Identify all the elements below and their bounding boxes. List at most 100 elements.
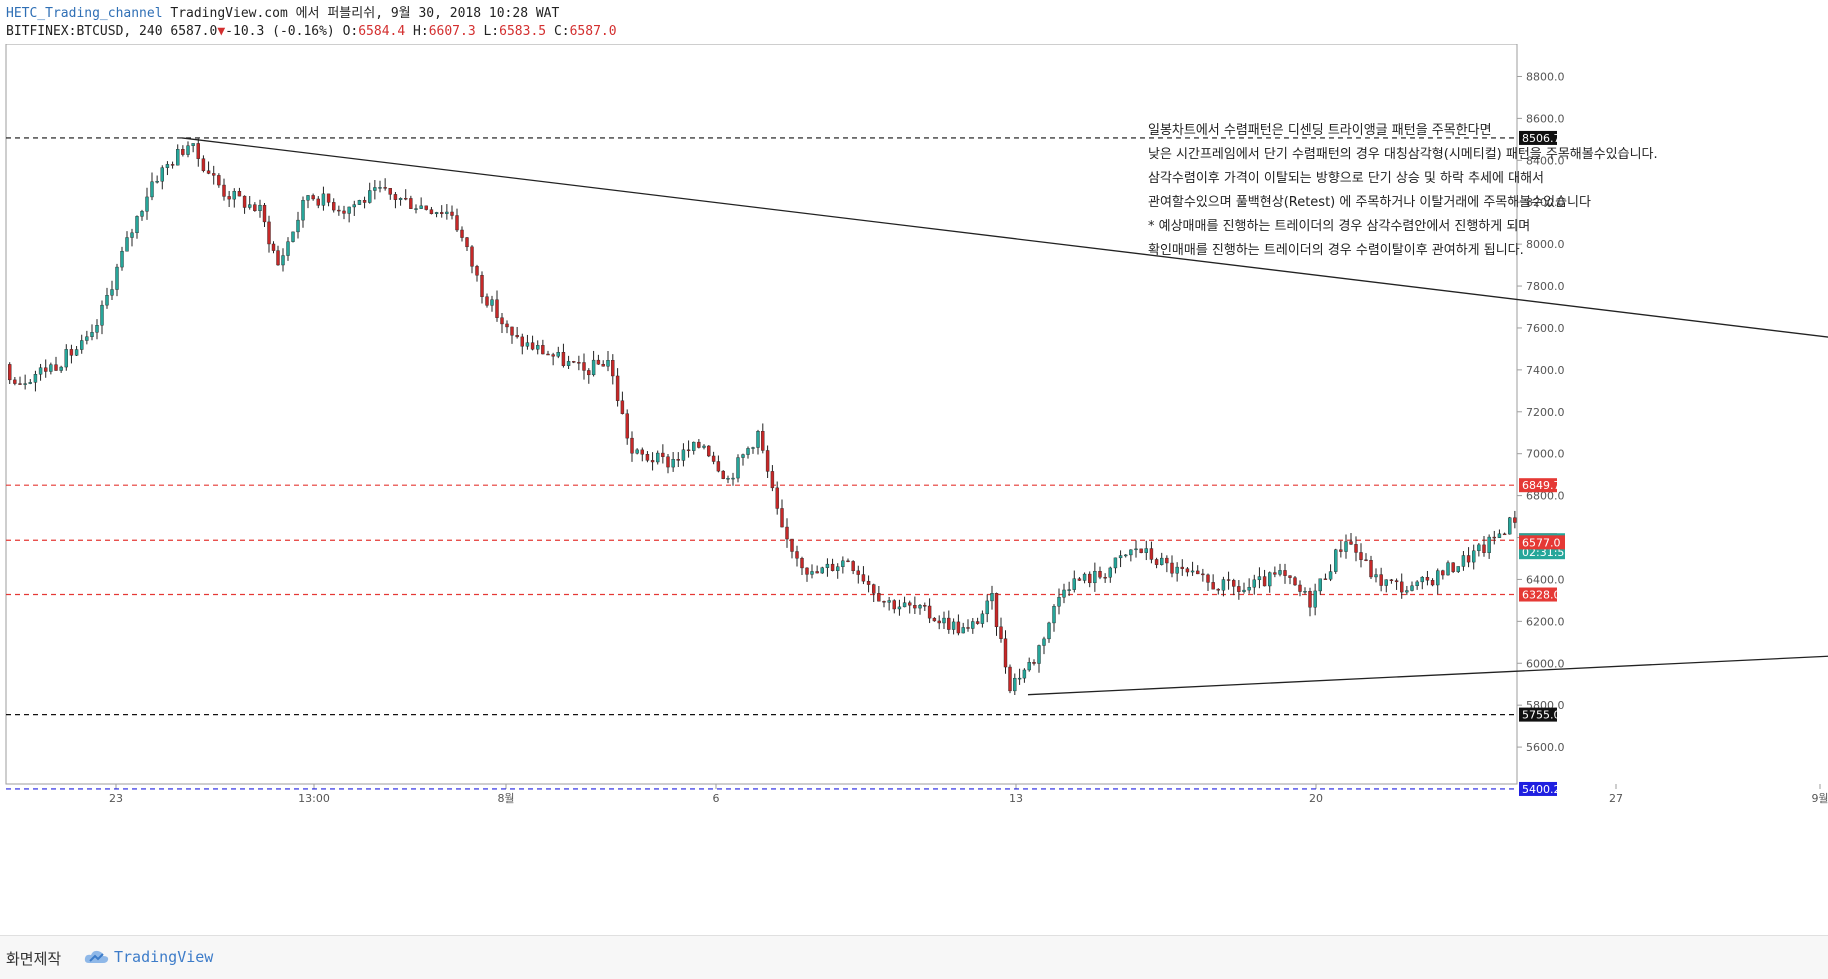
- candle-body: [716, 461, 721, 472]
- candle: [942, 611, 946, 630]
- candle: [666, 454, 670, 474]
- candle: [1022, 668, 1027, 683]
- candle-body: [1008, 666, 1012, 692]
- price-tick-label: 6200.0: [1526, 615, 1565, 628]
- candle: [1211, 574, 1215, 590]
- channel-name[interactable]: HETC_Trading_channel: [6, 6, 163, 21]
- candle: [913, 596, 917, 615]
- candle: [721, 470, 725, 480]
- candle-body: [1466, 555, 1471, 563]
- candle-body: [872, 584, 876, 594]
- candle-body: [830, 563, 835, 571]
- candle: [398, 197, 403, 206]
- price-badge-label: 02:31:59: [1522, 546, 1571, 559]
- candle: [140, 209, 144, 221]
- level-badge: 5755.0: [1519, 707, 1561, 722]
- candle: [861, 566, 866, 585]
- candle-body: [1313, 590, 1317, 608]
- candle: [8, 362, 12, 385]
- candle-body: [1170, 562, 1174, 574]
- candle-body: [1344, 541, 1348, 552]
- symbol-label[interactable]: BITFINEX:BTCUSD, 240: [6, 24, 163, 39]
- candle: [1487, 534, 1491, 559]
- candle-body: [1497, 533, 1502, 538]
- candle: [1472, 544, 1476, 570]
- candle-body: [248, 204, 252, 208]
- candle: [1124, 554, 1128, 558]
- candle-body: [999, 626, 1003, 639]
- candle: [201, 155, 206, 173]
- candle: [775, 481, 779, 515]
- candle-body: [373, 187, 377, 191]
- candle-body: [927, 605, 932, 619]
- level-badge-label: 8506.7: [1522, 132, 1561, 145]
- price-chart[interactable]: 8800.0 8600.0 8400.0 8200.0 8000.0 7800.0 7600…: [0, 44, 1828, 935]
- low-value: 6583.5: [499, 24, 547, 39]
- low-label: L:: [483, 24, 500, 39]
- candle-body: [110, 289, 114, 296]
- candle: [311, 193, 315, 201]
- level-badge-bg: [1519, 707, 1557, 722]
- candle: [1113, 557, 1118, 574]
- candle-body: [711, 455, 716, 462]
- candle: [1108, 566, 1112, 583]
- candle: [1466, 547, 1471, 568]
- candle: [1508, 516, 1512, 535]
- candle-body: [1027, 662, 1031, 671]
- candle-body: [59, 366, 63, 371]
- candle: [785, 518, 789, 548]
- candle-body: [1098, 571, 1102, 578]
- level-badge-label: 5400.2: [1522, 783, 1561, 796]
- candle: [237, 187, 242, 197]
- candle: [630, 431, 634, 462]
- candle: [1052, 604, 1056, 632]
- candle: [212, 165, 216, 185]
- candle-body: [541, 345, 545, 355]
- level-badge: 5400.2: [1519, 781, 1561, 796]
- candle: [342, 205, 346, 220]
- candle-body: [918, 605, 922, 609]
- candle: [635, 448, 639, 455]
- level-badge-bg: [1519, 478, 1557, 493]
- candle: [877, 585, 881, 602]
- candle: [971, 618, 975, 634]
- candle-body: [1394, 580, 1399, 583]
- candle-body: [1134, 548, 1138, 551]
- candle-body: [902, 602, 907, 608]
- candle-body: [1441, 570, 1445, 576]
- candle-body: [1268, 572, 1272, 587]
- candle: [1082, 572, 1087, 584]
- candle: [990, 585, 994, 610]
- candle: [306, 195, 310, 209]
- candle: [625, 409, 629, 445]
- candle: [352, 200, 356, 216]
- candle: [736, 454, 740, 483]
- price-tick-label: 8800.0: [1526, 70, 1565, 83]
- candle-body: [1042, 638, 1046, 646]
- price-tick-label: 8600.0: [1526, 112, 1565, 125]
- candle: [525, 334, 530, 350]
- candle-body: [181, 149, 185, 155]
- candle: [271, 241, 276, 254]
- candle-body: [311, 195, 315, 200]
- footer-brand[interactable]: TradingView: [114, 948, 214, 966]
- candle: [90, 324, 94, 341]
- tradingview-cloud-icon[interactable]: [84, 949, 110, 965]
- candle: [1374, 568, 1378, 583]
- candle: [1273, 566, 1277, 578]
- candle: [790, 538, 794, 559]
- candle: [1420, 576, 1424, 590]
- candle-body: [1118, 555, 1123, 559]
- candle-body: [1492, 536, 1496, 539]
- candle: [661, 444, 665, 464]
- candle-body: [656, 452, 660, 463]
- candle-body: [596, 359, 601, 365]
- candle: [301, 196, 305, 228]
- candle-body: [18, 383, 22, 385]
- candle: [1323, 573, 1328, 580]
- level-badge-bg: [1519, 130, 1557, 145]
- candle: [566, 355, 571, 369]
- candle: [419, 197, 423, 209]
- candle-body: [866, 580, 871, 585]
- candle: [810, 564, 814, 579]
